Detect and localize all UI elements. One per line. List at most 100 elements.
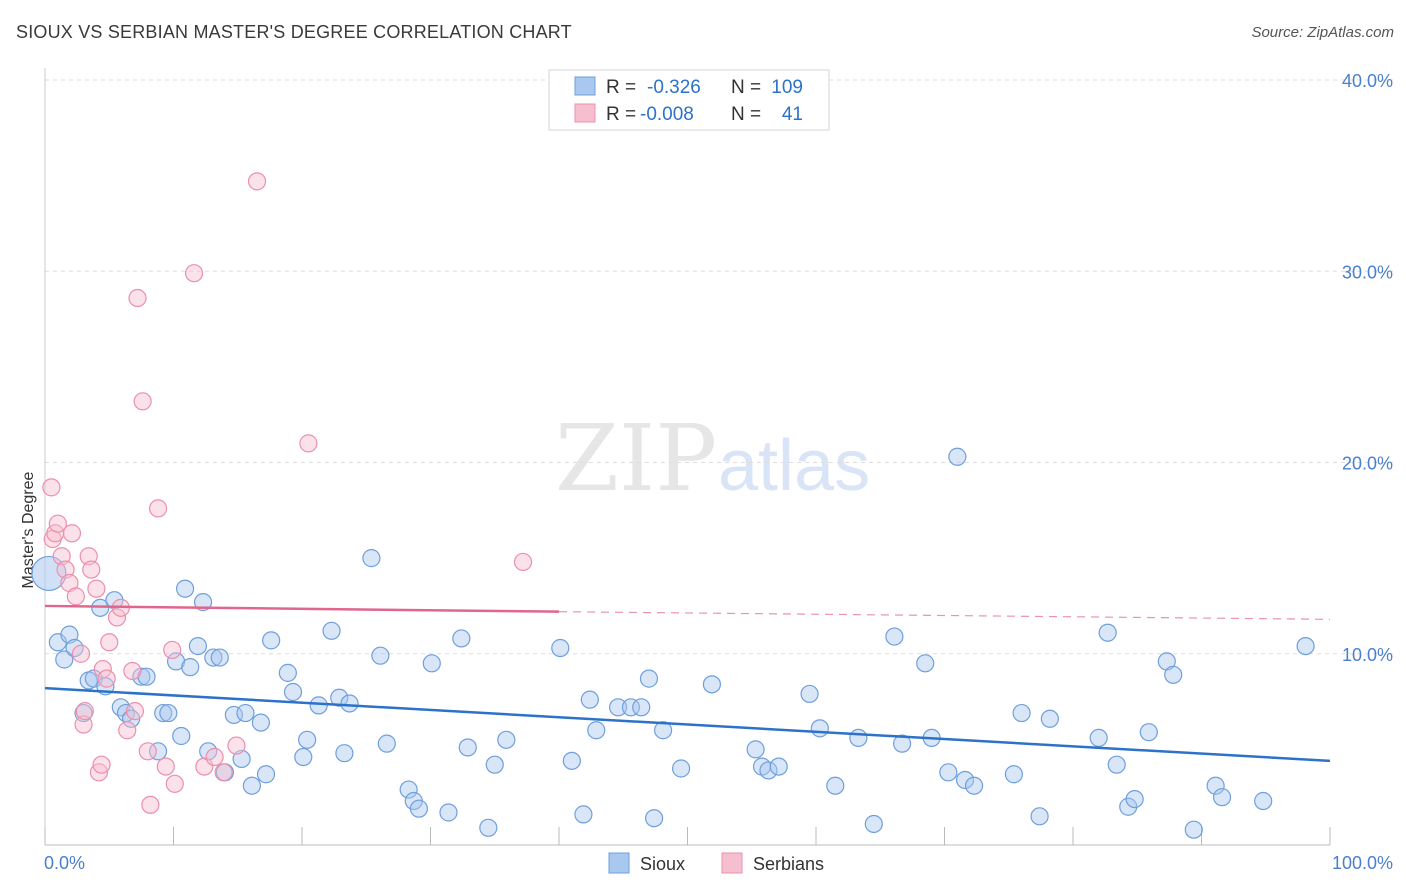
sioux-point [1107,755,1126,774]
serbians-point [66,587,85,606]
sioux-point [810,719,829,738]
serbians-n-value: 41 [782,104,803,125]
serbians-point [93,659,112,679]
x-tick-label-min: 0.0% [44,853,85,873]
data-points [31,172,1315,839]
sioux-point [609,698,628,717]
sioux-trend-line [44,686,1331,763]
y-tick-label: 10.0% [1342,645,1393,665]
sioux-point [1184,820,1203,839]
axes [44,68,1331,846]
serbians-point [148,499,168,518]
serbians-point [128,288,147,308]
sioux-point [587,721,606,740]
serbians-point [97,669,116,688]
serbians-point [513,552,533,572]
sioux-point [644,809,664,828]
sioux-point [1206,776,1225,795]
sioux-point [172,726,191,746]
sioux-point [377,734,396,753]
sioux-point [111,698,130,717]
sioux-point [1164,665,1183,684]
sioux-point [439,803,458,822]
serbians-point [87,579,106,598]
sioux-point [864,814,883,834]
sioux-point [580,690,599,709]
serbians-point [133,392,152,411]
sioux-point [309,696,328,715]
sioux-point [224,705,243,725]
serbians-r-label: R = [606,104,636,125]
sioux-point [1139,723,1158,742]
y-tick-label: 20.0% [1342,454,1393,474]
sioux-point [148,742,168,761]
sioux-point [1296,636,1315,656]
sioux-point [892,734,912,753]
sioux-point [955,770,975,790]
sioux-point [55,650,74,669]
watermark: ZIP atlas [555,405,870,512]
sioux-point [621,698,641,717]
serbians-point [56,560,75,579]
y-tick-label: 30.0% [1342,262,1393,282]
serbians-point [165,774,184,793]
source-credit: Source: ZipAtlas.com [1251,24,1394,41]
serbians-point [214,763,233,782]
serbians-point [227,736,246,755]
sioux-point [769,757,788,776]
sioux-point [562,751,581,770]
sioux-point [551,638,570,658]
sioux-point [210,648,229,667]
sioux-point [939,763,958,782]
sioux-point [294,747,313,767]
sioux-n-label: N = [731,77,761,98]
sioux-point [409,799,429,818]
sioux-n-value: 109 [771,77,803,98]
sioux-point [399,780,418,799]
sioux-point [335,744,354,763]
sioux-point [283,682,303,702]
sioux-point [826,776,845,795]
serbians-point [156,757,175,776]
sioux-point [193,593,213,612]
watermark-atlas: atlas [718,426,870,506]
sioux-point [574,805,593,824]
serbians-point [48,514,67,533]
sioux-point [31,555,67,592]
sioux-point [916,654,935,673]
sioux-point [497,730,516,749]
sioux-point [1004,765,1023,784]
sioux-point [262,631,281,650]
sioux-point [330,688,349,707]
serbians-trend-line [44,604,560,613]
sioux-point [154,703,173,723]
serbians-point [42,478,61,497]
sioux-point [1089,728,1108,748]
sioux-point [278,663,297,682]
sioux-point [1030,807,1049,826]
tick-labels: 10.0% 20.0% 30.0% 40.0% 0.0% 100.0% [44,71,1393,873]
serbians-point [100,633,119,652]
serbians-point [205,747,224,767]
sioux-stats-swatch [574,76,596,96]
sioux-point [232,749,251,769]
sioux-point [639,669,659,688]
sioux-point [452,629,471,648]
serbians-point [71,644,91,663]
sioux-point [746,740,765,759]
sioux-point [362,549,381,568]
legend-swatch-sioux [608,852,630,874]
serbians-trend-extension [558,611,1331,620]
sioux-point [340,694,359,713]
sioux-point [671,759,691,778]
sioux-point [702,675,722,694]
serbians-point [74,715,93,734]
serbians-point [141,795,160,814]
serbians-point [247,172,267,191]
serbians-point [107,608,127,627]
sioux-point [948,447,967,466]
sioux-point [242,776,261,795]
sioux-r-label: R = [606,77,636,98]
sioux-point [159,703,178,723]
serbians-point [118,721,137,740]
